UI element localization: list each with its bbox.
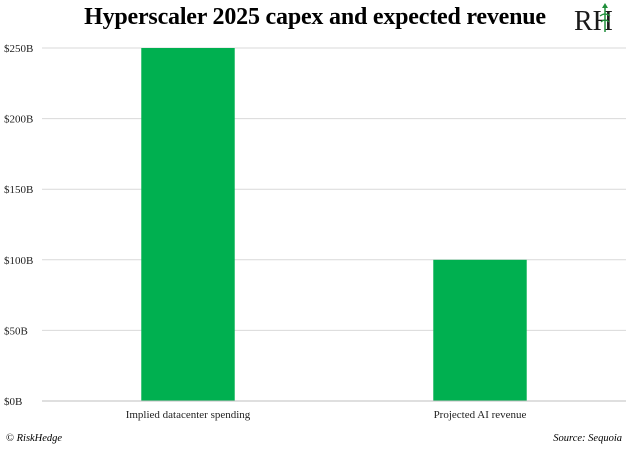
chart-title: Hyperscaler 2025 capex and expected reve… xyxy=(84,4,546,30)
bar xyxy=(141,48,235,401)
copyright-symbol: © xyxy=(6,433,14,444)
bars xyxy=(141,48,527,401)
y-tick-label: $0B xyxy=(4,396,22,408)
riskhedge-logo: RH xyxy=(574,3,613,37)
y-tick-label: $100B xyxy=(4,255,33,267)
y-tick-label: $200B xyxy=(4,114,33,126)
x-category-label: Projected AI revenue xyxy=(434,409,527,421)
gridlines xyxy=(42,47,626,331)
x-category-label: Implied datacenter spending xyxy=(126,409,251,421)
source-note: Source: Sequoia xyxy=(553,433,622,444)
bar xyxy=(433,259,527,401)
labels: $0B $50B $100B $150B $200B $250B Implied datac… xyxy=(4,43,527,421)
y-tick-label: $150B xyxy=(4,184,33,196)
y-tick-label: $250B xyxy=(4,43,33,55)
copyright-note: © RiskHedge xyxy=(6,433,62,444)
y-tick-label: $50B xyxy=(4,325,28,337)
logo-text: RH xyxy=(574,6,613,37)
brand-name: RiskHedge xyxy=(16,433,63,444)
